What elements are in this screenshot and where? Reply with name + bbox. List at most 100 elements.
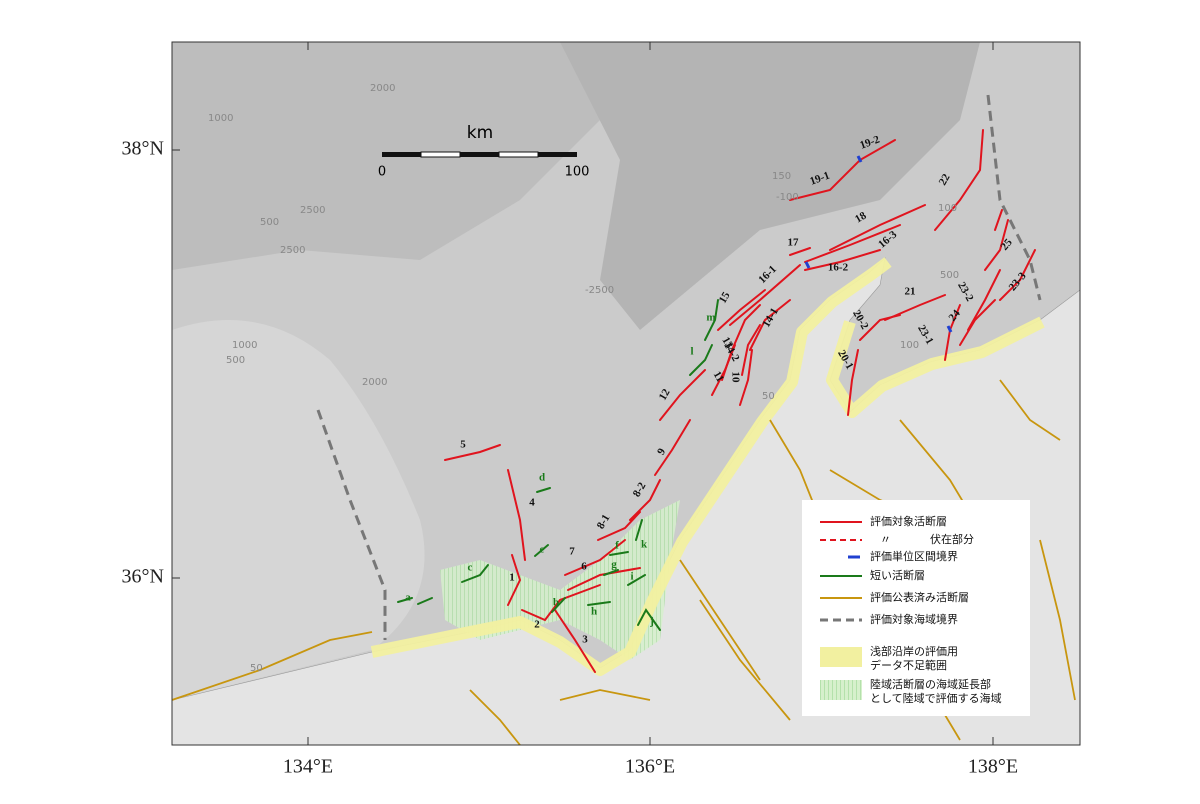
fault-line: [984, 219, 1009, 271]
fault-label: 11: [711, 369, 727, 384]
boundary-line: [986, 94, 1042, 301]
short-fault-label: m: [706, 312, 715, 324]
fault-label: 21: [905, 286, 916, 298]
short-fault: [603, 569, 619, 576]
contour-label: 100: [938, 203, 957, 214]
short-faults: [397, 299, 719, 631]
legend-label: 陸域活断層の海域延長部: [870, 677, 991, 691]
fault-line: [717, 289, 766, 331]
fault-label: 9: [655, 446, 668, 457]
short-fault-label: g: [611, 559, 617, 571]
boundary-line: [316, 409, 387, 640]
scale-segment: [460, 152, 499, 157]
fault-line: [729, 264, 801, 326]
fault-line: [884, 294, 946, 321]
fault-label: 4: [529, 497, 535, 509]
short-fault-label: l: [690, 346, 693, 358]
fault-line: [507, 469, 526, 561]
fault-line: [804, 249, 881, 271]
contour-label: 1000: [232, 340, 257, 351]
scale-segment: [538, 152, 577, 157]
legend-label: 評価公表済み活断層: [870, 590, 969, 604]
short-fault: [704, 299, 719, 341]
legend-label: データ不足範囲: [870, 658, 947, 672]
scale-start: 0: [378, 165, 386, 180]
published-faults: [172, 379, 1076, 745]
contour-label: 100: [900, 340, 919, 351]
segment-boundary: [804, 261, 811, 269]
short-fault: [689, 344, 713, 376]
fault-line: [629, 479, 661, 521]
published-fault: [999, 379, 1061, 441]
published-fault: [172, 631, 373, 701]
fault-label: 10: [729, 372, 741, 384]
lon-label: 136°E: [625, 756, 675, 778]
legend-label: として陸域で評価する海域: [870, 691, 1002, 705]
contour-label: 2000: [362, 377, 387, 388]
fault-line: [967, 269, 1001, 331]
short-fault-label: i: [630, 571, 633, 583]
segment-boundaries: [804, 155, 953, 333]
fault-label: 5: [460, 439, 466, 451]
legend-label: 評価対象海域境界: [870, 612, 958, 626]
fault-line: [721, 304, 761, 381]
legend-symbol: [820, 647, 862, 667]
contour-label: -2500: [585, 285, 614, 296]
fault-label: 2: [534, 619, 540, 631]
sea-area-boundary: [316, 94, 1042, 640]
contour-label: 150: [772, 171, 791, 182]
short-fault: [551, 597, 566, 613]
fault-line: [847, 349, 859, 416]
fault-line: [567, 567, 641, 591]
legend-label: 浅部沿岸の評価用: [870, 644, 958, 658]
fault-line: [564, 539, 626, 576]
fault-label: 6: [581, 561, 587, 573]
legend-label: 短い活断層: [870, 568, 925, 582]
fault-line: [659, 369, 706, 421]
contour-label: 500: [260, 217, 279, 228]
segment-boundary: [856, 155, 863, 163]
fault-line: [934, 129, 984, 231]
fault-line: [444, 444, 501, 461]
published-fault: [679, 559, 761, 681]
fault-line: [554, 609, 596, 673]
legend-label: 評価対象活断層: [870, 514, 947, 528]
short-fault-label: k: [641, 539, 648, 551]
fault-line: [597, 511, 641, 541]
short-fault: [417, 597, 433, 605]
map-body: 200010002500250010005002000-2500150-1001…: [172, 42, 1080, 745]
fault-line: [999, 249, 1036, 301]
legend: 評価対象活断層〃 伏在部分評価単位区間境界短い活断層評価公表済み活断層評価対象海域…: [820, 514, 1002, 705]
contour-label: 50: [762, 391, 775, 402]
contour-label: 500: [226, 355, 245, 366]
fault-line: [507, 554, 522, 606]
scale-end: 100: [565, 165, 590, 180]
contour-label: 2000: [370, 83, 395, 94]
short-fault: [637, 608, 661, 631]
fault-line: [959, 299, 996, 346]
short-fault-label: e: [540, 544, 545, 556]
short-fault: [627, 574, 646, 586]
legend-label: 伏在部分: [930, 532, 974, 546]
short-fault-label: d: [539, 472, 545, 484]
scale-segment: [382, 152, 421, 157]
fault-line: [741, 324, 761, 376]
published-fault: [469, 689, 521, 745]
scale-segment: [498, 151, 539, 158]
short-fault: [635, 519, 643, 541]
contour-label: 500: [940, 270, 959, 281]
shallow-data-gap: [370, 257, 1045, 676]
contour-label: 2500: [300, 205, 325, 216]
target-faults: [444, 129, 1036, 673]
ridge-relief: [560, 42, 980, 330]
fault-label: 16-2: [828, 262, 849, 274]
published-fault: [1039, 539, 1076, 701]
legend-label: 評価単位区間境界: [870, 549, 958, 563]
fault-line: [829, 204, 926, 251]
fault-line: [789, 247, 811, 256]
fault-label: 17: [788, 237, 800, 249]
published-fault: [699, 599, 791, 721]
lat-label: 38°N: [122, 138, 164, 160]
short-fault-label: j: [649, 616, 654, 628]
